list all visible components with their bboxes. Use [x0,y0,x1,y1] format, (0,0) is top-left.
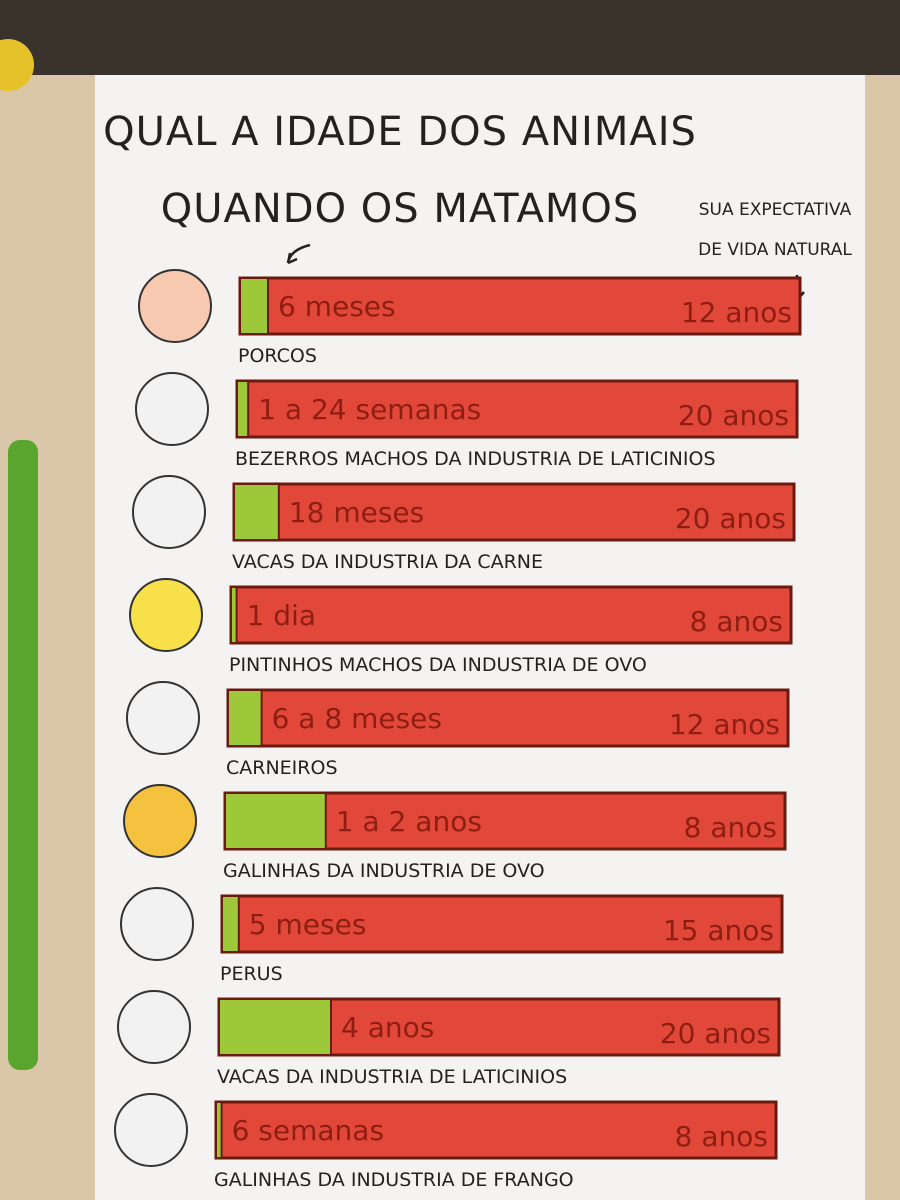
lifespan: 20 anos [675,502,786,535]
killed-bar [218,998,332,1056]
animal-label: PERUS [220,963,283,985]
lifespan: 8 anos [690,605,783,638]
lifespan-bar [220,894,784,954]
animal-label: PORCOS [238,345,317,367]
green-pen [8,440,38,1070]
lifespan-bar [214,1100,778,1160]
animal-label: VACAS DA INDUSTRIA DA CARNE [232,551,543,573]
animal-label: PINTINHOS MACHOS DA INDUSTRIA DE OVO [229,654,647,676]
killed-bar [230,586,238,644]
killed-bar [233,483,280,541]
killed-age: 1 dia [247,599,316,632]
lifespan-bar [238,276,802,336]
killed-age: 1 a 24 semanas [258,393,481,426]
animal-icon [120,887,194,961]
killed-age: 6 a 8 meses [272,702,442,735]
animal-icon [138,269,212,343]
lifespan-bar [226,688,790,748]
animal-label: GALINHAS DA INDUSTRIA DE FRANGO [214,1169,574,1191]
lifespan: 20 anos [678,399,789,432]
killed-age: 6 semanas [232,1114,384,1147]
killed-age: 1 a 2 anos [336,805,482,838]
animal-icon [132,475,206,549]
lifespan-bar [235,379,799,439]
lifespan: 20 anos [660,1017,771,1050]
animal-label: GALINHAS DA INDUSTRIA DE OVO [223,860,545,882]
animal-label: VACAS DA INDUSTRIA DE LATICINIOS [217,1066,567,1088]
killed-bar [224,792,327,850]
killed-age: 4 anos [341,1011,434,1044]
animal-label: CARNEIROS [226,757,338,779]
title: QUANDO OS MATAMOS [161,186,639,232]
killed-bar [221,895,240,953]
lifespan: 8 anos [684,811,777,844]
killed-bar [236,380,250,438]
rows: 6 meses 12 anos PORCOS 1 a 24 semanas 20 ano… [114,269,802,1191]
animal-icon [114,1093,188,1167]
lifespan: 12 anos [669,708,780,741]
killed-bar [227,689,263,747]
arrow [286,243,311,265]
killed-bar [215,1101,223,1159]
lifespan: 15 anos [663,914,774,947]
animal-label: BEZERROS MACHOS DA INDUSTRIA DE LATICINI… [235,448,716,470]
killed-age: 6 meses [278,290,396,323]
title: QUAL A IDADE DOS ANIMAIS [103,109,697,155]
photo-strip [0,0,900,75]
animal-icon [117,990,191,1064]
killed-age: 5 meses [249,908,367,941]
animal-icon [129,578,203,652]
note: DE VIDA NATURAL [698,240,852,260]
animal-icon [123,784,197,858]
note: SUA EXPECTATIVA [699,200,852,220]
lifespan: 8 anos [675,1120,768,1153]
lifespan: 12 anos [681,296,792,329]
lifespan-bar [232,482,796,542]
animal-icon [135,372,209,446]
killed-age: 18 meses [289,496,424,529]
killed-bar [239,277,269,335]
animal-icon [126,681,200,755]
pin [0,39,34,91]
